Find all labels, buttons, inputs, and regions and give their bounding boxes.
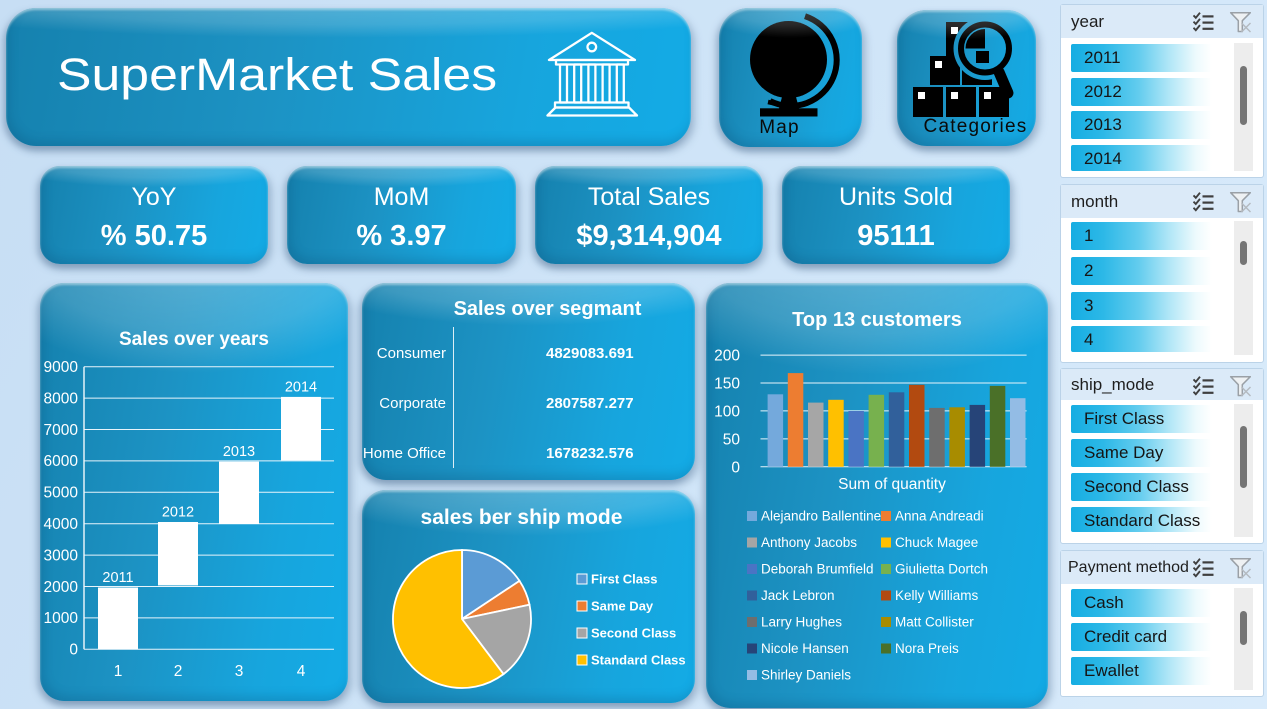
svg-text:Giulietta Dortch: Giulietta Dortch <box>895 562 988 577</box>
svg-text:150: 150 <box>714 376 740 393</box>
svg-text:Kelly Williams: Kelly Williams <box>895 588 979 603</box>
svg-text:200: 200 <box>714 348 740 365</box>
svg-text:Shirley Daniels: Shirley Daniels <box>761 668 851 683</box>
svg-text:1000: 1000 <box>44 610 79 627</box>
svg-text:8000: 8000 <box>44 390 79 407</box>
svg-text:Nora Preis: Nora Preis <box>895 641 959 656</box>
svg-text:Standard Class: Standard Class <box>591 653 686 668</box>
svg-text:2013: 2013 <box>223 444 255 460</box>
svg-text:Same Day: Same Day <box>591 599 654 614</box>
svg-text:6000: 6000 <box>44 453 79 470</box>
svg-text:Sum of quantity: Sum of quantity <box>838 476 946 493</box>
svg-text:Matt Collister: Matt Collister <box>895 615 974 630</box>
svg-text:1: 1 <box>114 663 123 680</box>
svg-text:4000: 4000 <box>44 516 79 533</box>
svg-text:2012: 2012 <box>162 505 194 521</box>
svg-text:5000: 5000 <box>44 485 79 502</box>
svg-text:0: 0 <box>731 459 740 476</box>
svg-text:3000: 3000 <box>44 547 79 564</box>
svg-text:0: 0 <box>69 642 78 659</box>
svg-text:2000: 2000 <box>44 579 79 596</box>
svg-text:Larry Hughes: Larry Hughes <box>761 615 842 630</box>
svg-text:50: 50 <box>723 431 741 448</box>
svg-text:7000: 7000 <box>44 422 79 439</box>
svg-text:Anna Andreadi: Anna Andreadi <box>895 509 984 524</box>
svg-text:Second Class: Second Class <box>591 626 676 641</box>
svg-text:9000: 9000 <box>44 359 79 376</box>
svg-text:2014: 2014 <box>285 380 317 396</box>
svg-text:Alejandro Ballentine: Alejandro Ballentine <box>761 509 881 524</box>
svg-text:Deborah Brumfield: Deborah Brumfield <box>761 562 874 577</box>
svg-text:Chuck Magee: Chuck Magee <box>895 535 978 550</box>
svg-text:4: 4 <box>297 663 306 680</box>
svg-text:Nicole Hansen: Nicole Hansen <box>761 641 849 656</box>
svg-text:Anthony Jacobs: Anthony Jacobs <box>761 535 857 550</box>
svg-text:3: 3 <box>235 663 244 680</box>
svg-text:Jack Lebron: Jack Lebron <box>761 588 835 603</box>
svg-text:2: 2 <box>174 663 183 680</box>
svg-text:2011: 2011 <box>102 570 133 586</box>
svg-text:First Class: First Class <box>591 572 657 587</box>
svg-text:100: 100 <box>714 403 740 420</box>
